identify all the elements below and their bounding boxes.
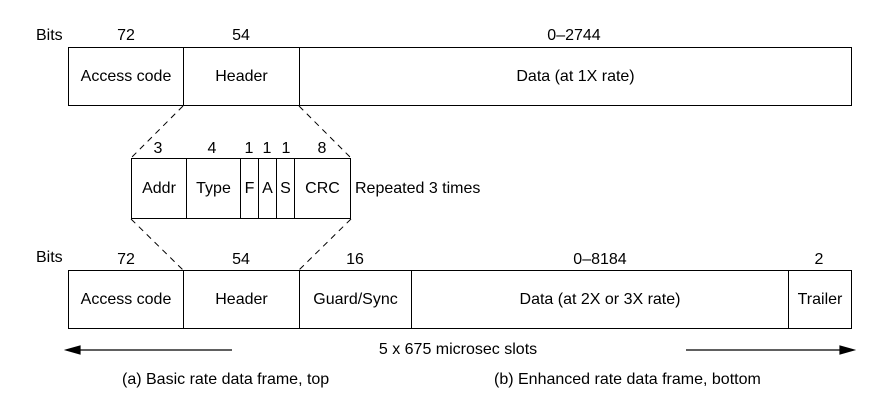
hdr-width-s: 1 [281,140,291,157]
hdr-width-addr: 3 [153,140,163,157]
caption-b: (b) Enhanced rate data frame, bottom [494,371,761,388]
slots-label: 5 x 675 microsec slots [378,341,538,358]
bottom-width-data: 0–8184 [573,251,627,268]
top-width-header: 54 [232,27,250,44]
hdr-field-s: S [276,158,295,219]
hdr-repeated-note: Repeated 3 times [355,180,481,197]
bottom-field-data: Data (at 2X or 3X rate) [411,270,789,329]
top-field-header: Header [183,47,300,106]
hdr-field-crc: CRC [294,158,351,219]
top-field-data: Data (at 1X rate) [299,47,852,106]
slots-arrow-right-head [839,345,857,355]
expand-line-right-top [298,105,352,159]
bottom-field-header: Header [183,270,300,329]
hdr-width-crc: 8 [317,140,327,157]
hdr-width-f: 1 [244,140,254,157]
hdr-width-a: 1 [262,140,272,157]
bottom-bits-label: Bits [36,249,63,266]
bottom-width-trailer: 2 [814,251,824,268]
hdr-field-f: F [240,158,259,219]
top-bits-label: Bits [36,27,63,44]
bottom-width-guard: 16 [346,251,364,268]
top-field-access-code: Access code [68,47,184,106]
hdr-width-type: 4 [207,140,217,157]
bottom-field-access-code: Access code [68,270,184,329]
expand-line-left-bottom [130,218,184,271]
slots-arrow-left-head [63,345,81,355]
expand-line-right-bottom [298,218,352,271]
top-width-access-code: 72 [117,27,135,44]
expand-line-left-top [130,105,184,159]
bottom-field-guard-sync: Guard/Sync [299,270,412,329]
hdr-field-addr: Addr [131,158,187,219]
bottom-width-header: 54 [232,251,250,268]
caption-a: (a) Basic rate data frame, top [122,371,330,388]
top-width-data: 0–2744 [547,27,601,44]
hdr-field-a: A [258,158,277,219]
bottom-field-trailer: Trailer [788,270,852,329]
bottom-width-access-code: 72 [117,251,135,268]
hdr-field-type: Type [186,158,241,219]
